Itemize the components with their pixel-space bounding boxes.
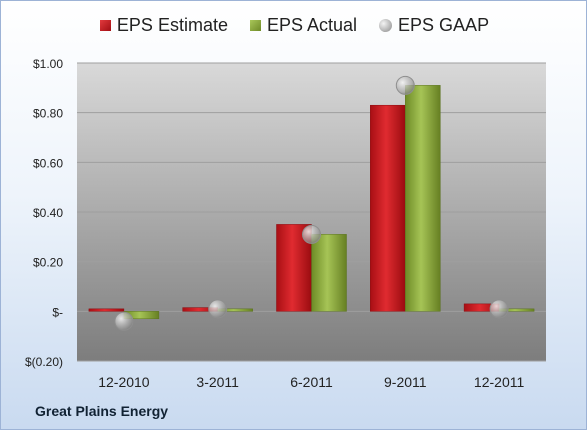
marker-eps-gaap — [208, 299, 228, 319]
x-tick-label: 6-2011 — [290, 374, 333, 390]
x-tick-label: 9-2011 — [384, 374, 427, 390]
x-tick-label: 3-2011 — [196, 374, 239, 390]
y-tick-label: $(0.20) — [25, 355, 63, 369]
bar-eps-estimate — [370, 104, 406, 312]
legend-label-actual: EPS Actual — [266, 15, 358, 35]
company-name: Great Plains Energy — [35, 403, 169, 419]
bar-eps-actual — [311, 234, 347, 312]
marker-eps-gaap — [489, 299, 509, 319]
legend-label-estimate: EPS Estimate — [116, 15, 228, 35]
legend-swatch-actual — [249, 20, 261, 31]
legend-swatch-estimate — [99, 20, 111, 31]
x-tick-label: 12-2011 — [474, 374, 525, 390]
y-tick-label: $- — [52, 305, 63, 319]
legend: EPS Estimate EPS Actual EPS GAAP — [1, 15, 587, 36]
y-tick-label: $0.20 — [33, 256, 63, 270]
legend-label-gaap: EPS GAAP — [398, 15, 490, 35]
marker-eps-gaap — [395, 75, 415, 95]
y-tick-label: $0.60 — [33, 156, 63, 170]
legend-swatch-gaap — [379, 19, 393, 32]
bar-eps-estimate — [88, 308, 125, 312]
legend-item-estimate: EPS Estimate — [99, 15, 228, 36]
legend-item-gaap: EPS GAAP — [379, 15, 489, 36]
y-tick-label: $1.00 — [33, 57, 63, 71]
y-tick-label: $0.80 — [33, 107, 63, 121]
marker-eps-gaap — [114, 311, 134, 331]
marker-eps-gaap — [302, 224, 321, 244]
y-tick-label: $0.40 — [33, 206, 63, 220]
legend-item-actual: EPS Actual — [249, 15, 358, 36]
bar-eps-actual — [405, 85, 441, 312]
x-tick-label: 12-2010 — [98, 374, 150, 390]
